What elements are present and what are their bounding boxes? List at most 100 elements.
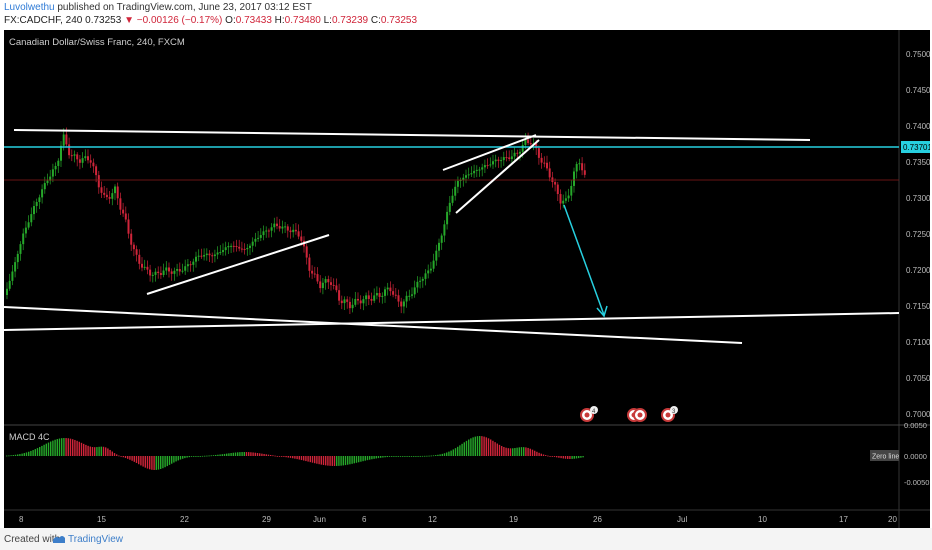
candle-body xyxy=(89,160,92,163)
candle-body xyxy=(508,157,511,160)
macd-bar xyxy=(320,456,322,465)
candle-body xyxy=(127,219,130,234)
candle-body xyxy=(111,193,114,199)
tradingview-brand-link[interactable]: TradingView xyxy=(68,534,124,545)
upper-trendline[interactable] xyxy=(13,129,811,141)
candle-body xyxy=(570,185,573,196)
candle-body xyxy=(370,298,373,301)
macd-bar xyxy=(215,454,217,456)
macd-bar xyxy=(520,447,523,456)
candle-body xyxy=(281,226,284,229)
macd-bar xyxy=(67,438,69,456)
candle-body xyxy=(259,235,262,238)
price-tag: 0.73701 xyxy=(903,143,930,152)
candle-body xyxy=(540,157,543,163)
projection-arrow[interactable] xyxy=(563,204,605,316)
candle-body xyxy=(397,295,400,302)
chart-title: Canadian Dollar/Swiss Franc, 240, FXCM xyxy=(9,37,185,48)
macd-bar xyxy=(105,447,107,456)
event-marker[interactable]: 4 xyxy=(580,406,598,422)
macd-bar xyxy=(446,452,448,456)
lower-ascending-trendline[interactable] xyxy=(4,312,900,331)
macd-bar xyxy=(54,439,56,456)
candle-body xyxy=(178,269,181,272)
macd-bar xyxy=(349,456,351,465)
candle-body xyxy=(265,230,268,232)
publish-info: Luvolwethu published on TradingView.com,… xyxy=(4,2,312,15)
macd-bar xyxy=(287,456,289,458)
candle-body xyxy=(130,233,133,245)
candle-body xyxy=(108,197,111,199)
author-link[interactable]: Luvolwethu xyxy=(4,2,55,13)
macd-bar xyxy=(138,456,140,465)
chart-svg[interactable]: Canadian Dollar/Swiss Franc, 240, FXCM 0… xyxy=(4,30,930,528)
macd-bar xyxy=(89,446,91,456)
macd-bar xyxy=(8,455,10,457)
macd-bar xyxy=(472,437,474,456)
macd-bar xyxy=(575,456,578,459)
candle-body xyxy=(321,282,324,289)
macd-bar xyxy=(179,456,182,460)
candle-body xyxy=(537,148,540,158)
candle-body xyxy=(143,266,146,268)
candle-body xyxy=(578,163,581,165)
candle-body xyxy=(465,175,467,178)
chart-canvas[interactable]: Canadian Dollar/Swiss Franc, 240, FXCM 0… xyxy=(4,30,930,528)
macd-bar xyxy=(362,456,364,462)
macd-bar xyxy=(448,451,450,456)
macd-bar xyxy=(184,456,186,459)
candle-body xyxy=(529,143,532,145)
event-marker[interactable] xyxy=(627,408,647,422)
candle-body xyxy=(81,158,84,163)
macd-bar xyxy=(263,453,265,456)
candle-body xyxy=(278,226,281,229)
macd-bar xyxy=(96,447,98,456)
macd-axis[interactable]: 0.0050 -0.0050 0.0000 xyxy=(904,421,929,487)
macd-bar xyxy=(41,445,43,456)
candle-body xyxy=(170,271,173,274)
wedge-upper-line[interactable] xyxy=(442,134,537,171)
macd-bar xyxy=(278,456,281,457)
macd-bar xyxy=(439,454,441,456)
candle-body xyxy=(435,250,438,261)
candle-body xyxy=(124,213,127,220)
candle-body xyxy=(168,267,170,272)
macd-bar xyxy=(265,454,267,456)
candle-body xyxy=(213,254,216,257)
candle-body xyxy=(505,157,508,159)
candle-body xyxy=(365,295,368,300)
candle-body xyxy=(249,245,251,248)
candle-body xyxy=(159,272,162,276)
macd-histogram xyxy=(6,435,584,470)
macd-bar xyxy=(476,436,479,456)
candle-body xyxy=(327,279,330,283)
lower-descending-trendline[interactable] xyxy=(4,306,743,344)
macd-bar xyxy=(276,455,278,457)
channel-trendline[interactable] xyxy=(146,234,330,295)
candle-body xyxy=(27,222,30,228)
event-marker[interactable]: 3 xyxy=(661,406,678,422)
time-axis-tick: 6 xyxy=(362,515,367,524)
candle-body xyxy=(173,270,176,274)
wedge-lower-line[interactable] xyxy=(455,139,540,214)
candle-body xyxy=(289,230,292,233)
macd-bar xyxy=(52,440,54,456)
candle-body xyxy=(176,269,179,271)
candle-body xyxy=(405,295,408,302)
candle-body xyxy=(478,169,481,171)
candle-body xyxy=(292,229,295,233)
publish-text: published on TradingView.com, June 23, 2… xyxy=(57,2,312,13)
time-axis-tick: 10 xyxy=(758,515,767,524)
time-axis[interactable]: 8 15 22 29 Jun 6 12 19 26 Jul 10 17 20 xyxy=(19,515,897,524)
candle-body xyxy=(394,294,397,296)
macd-bar xyxy=(270,454,272,456)
macd-bar xyxy=(6,455,8,457)
macd-bar xyxy=(314,456,316,464)
macd-bar xyxy=(426,455,428,457)
macd-bar xyxy=(223,453,226,456)
candle-body xyxy=(97,175,100,188)
